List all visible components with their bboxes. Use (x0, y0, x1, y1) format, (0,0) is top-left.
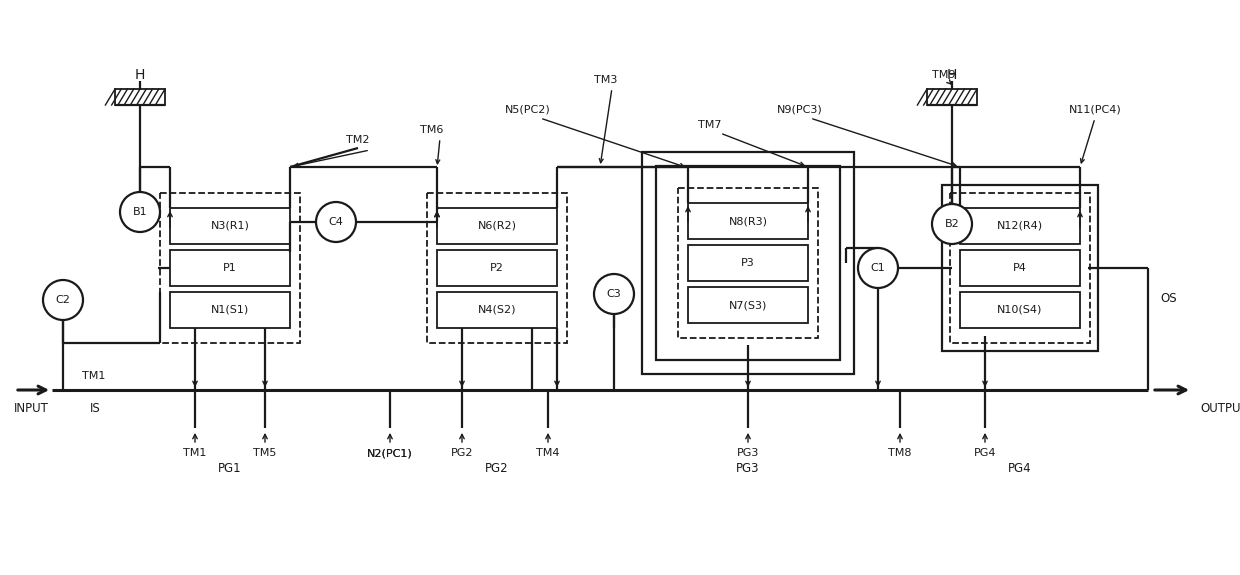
Text: P2: P2 (490, 263, 503, 273)
Text: TM5: TM5 (253, 448, 277, 458)
Text: N12(R4): N12(R4) (997, 221, 1043, 231)
Text: H: H (947, 68, 957, 82)
Bar (928, 89, 977, 105)
Text: N10(S4): N10(S4) (997, 305, 1043, 315)
Circle shape (858, 248, 898, 288)
Text: PG1: PG1 (218, 462, 242, 474)
Text: B2: B2 (945, 219, 960, 229)
Text: TM1: TM1 (82, 371, 105, 381)
Text: P4: P4 (1013, 263, 1027, 273)
Circle shape (120, 192, 160, 232)
Bar (170, 250, 290, 286)
Text: B1: B1 (133, 207, 148, 217)
Bar (170, 208, 290, 244)
Text: N2(PC1): N2(PC1) (367, 448, 413, 458)
Bar (656, 166, 839, 360)
Text: C4: C4 (329, 217, 343, 227)
Bar (960, 208, 1080, 244)
Bar (688, 287, 808, 323)
Text: C2: C2 (56, 295, 71, 305)
Bar (960, 250, 1080, 286)
Text: P3: P3 (742, 258, 755, 268)
Bar (678, 188, 818, 338)
Text: H: H (135, 68, 145, 82)
Bar (436, 208, 557, 244)
Text: OUTPUT: OUTPUT (1200, 401, 1240, 415)
Text: N7(S3): N7(S3) (729, 300, 768, 310)
Text: PG3: PG3 (737, 448, 759, 458)
Text: PG2: PG2 (451, 448, 474, 458)
Circle shape (43, 280, 83, 320)
Text: INPUT: INPUT (14, 401, 48, 415)
Bar (688, 203, 808, 239)
Text: N11(PC4): N11(PC4) (1069, 105, 1121, 115)
Text: N9(PC3): N9(PC3) (777, 105, 823, 115)
Bar (436, 250, 557, 286)
Circle shape (932, 204, 972, 244)
Bar (642, 152, 854, 374)
Text: PG4: PG4 (1008, 462, 1032, 474)
Text: IS: IS (91, 401, 100, 415)
Text: P1: P1 (223, 263, 237, 273)
Text: TM7: TM7 (698, 120, 722, 130)
Text: C3: C3 (606, 289, 621, 299)
Bar (170, 292, 290, 328)
Text: N3(R1): N3(R1) (211, 221, 249, 231)
Text: N1(S1): N1(S1) (211, 305, 249, 315)
Text: N4(S2): N4(S2) (477, 305, 516, 315)
Text: TM6: TM6 (420, 125, 444, 135)
Text: TM1: TM1 (184, 448, 207, 458)
Bar (688, 245, 808, 281)
Text: N5(PC2): N5(PC2) (505, 105, 551, 115)
Text: C1: C1 (870, 263, 885, 273)
Bar (942, 185, 1097, 351)
Text: OS: OS (1159, 292, 1177, 305)
Text: TM4: TM4 (536, 448, 559, 458)
Text: TM3: TM3 (594, 75, 618, 85)
Text: PG2: PG2 (485, 462, 508, 474)
Bar (160, 193, 300, 343)
Text: N2(PC1): N2(PC1) (367, 448, 413, 458)
Text: TM9: TM9 (932, 70, 956, 80)
Bar (960, 292, 1080, 328)
Bar (436, 292, 557, 328)
Bar (115, 89, 165, 105)
Text: N6(R2): N6(R2) (477, 221, 517, 231)
Text: TM8: TM8 (888, 448, 911, 458)
Text: PG3: PG3 (737, 462, 760, 474)
Bar (427, 193, 567, 343)
Bar (950, 193, 1090, 343)
Text: PG4: PG4 (973, 448, 996, 458)
Circle shape (594, 274, 634, 314)
Text: TM2: TM2 (346, 135, 370, 145)
Text: N8(R3): N8(R3) (729, 216, 768, 226)
Circle shape (316, 202, 356, 242)
